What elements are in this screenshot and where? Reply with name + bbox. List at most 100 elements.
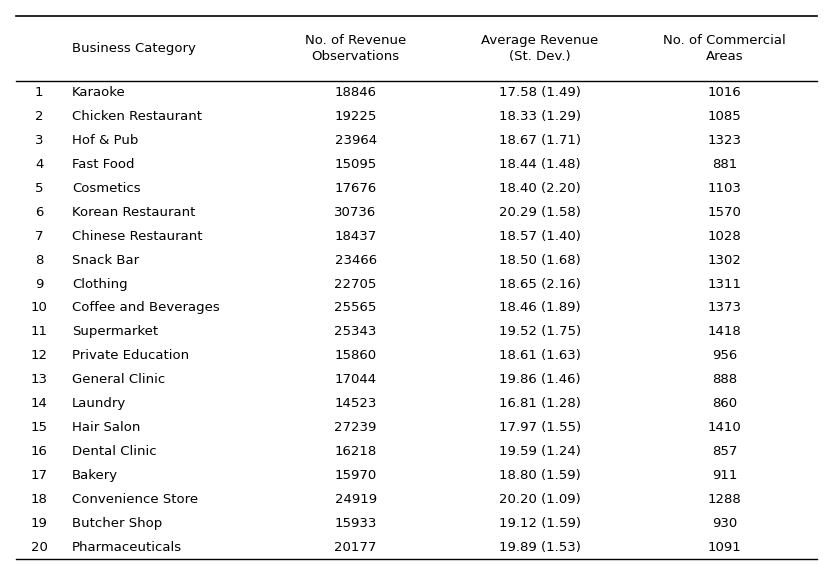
Text: 25565: 25565 [334, 302, 377, 315]
Text: Clothing: Clothing [72, 278, 127, 291]
Text: Cosmetics: Cosmetics [72, 182, 141, 195]
Text: Fast Food: Fast Food [72, 158, 134, 171]
Text: 20177: 20177 [334, 541, 377, 554]
Text: 4: 4 [35, 158, 43, 171]
Text: Average Revenue
(St. Dev.): Average Revenue (St. Dev.) [481, 34, 599, 63]
Text: 1570: 1570 [707, 206, 741, 218]
Text: 14523: 14523 [334, 397, 377, 410]
Text: 18.67 (1.71): 18.67 (1.71) [499, 134, 581, 147]
Text: 22705: 22705 [334, 278, 377, 291]
Text: 17676: 17676 [335, 182, 377, 195]
Text: Hair Salon: Hair Salon [72, 421, 140, 434]
Text: 1311: 1311 [707, 278, 741, 291]
Text: 16.81 (1.28): 16.81 (1.28) [499, 397, 581, 410]
Text: 8: 8 [35, 254, 43, 267]
Text: 1103: 1103 [707, 182, 741, 195]
Text: 15933: 15933 [334, 517, 377, 530]
Text: 19.89 (1.53): 19.89 (1.53) [499, 541, 581, 554]
Text: No. of Revenue
Observations: No. of Revenue Observations [305, 34, 407, 63]
Text: Laundry: Laundry [72, 397, 126, 410]
Text: 1302: 1302 [707, 254, 741, 267]
Text: 30736: 30736 [335, 206, 377, 218]
Text: 18.33 (1.29): 18.33 (1.29) [499, 110, 581, 123]
Text: 911: 911 [711, 469, 737, 482]
Text: 1028: 1028 [707, 230, 741, 242]
Text: 13: 13 [31, 373, 47, 386]
Text: 1: 1 [35, 86, 43, 99]
Text: 956: 956 [712, 349, 737, 362]
Text: Business Category: Business Category [72, 42, 196, 55]
Text: 2: 2 [35, 110, 43, 123]
Text: Convenience Store: Convenience Store [72, 493, 198, 506]
Text: 16218: 16218 [335, 445, 377, 458]
Text: 20.29 (1.58): 20.29 (1.58) [499, 206, 581, 218]
Text: 24919: 24919 [335, 493, 377, 506]
Text: Hof & Pub: Hof & Pub [72, 134, 138, 147]
Text: 1288: 1288 [707, 493, 741, 506]
Text: Private Education: Private Education [72, 349, 189, 362]
Text: 18.65 (2.16): 18.65 (2.16) [499, 278, 581, 291]
Text: 11: 11 [31, 325, 47, 339]
Text: 10: 10 [31, 302, 47, 315]
Text: 18.57 (1.40): 18.57 (1.40) [499, 230, 581, 242]
Text: Chinese Restaurant: Chinese Restaurant [72, 230, 202, 242]
Text: 18.50 (1.68): 18.50 (1.68) [499, 254, 581, 267]
Text: Coffee and Beverages: Coffee and Beverages [72, 302, 220, 315]
Text: 18.44 (1.48): 18.44 (1.48) [499, 158, 581, 171]
Text: 18: 18 [31, 493, 47, 506]
Text: No. of Commercial
Areas: No. of Commercial Areas [663, 34, 786, 63]
Text: 19.86 (1.46): 19.86 (1.46) [499, 373, 581, 386]
Text: 23964: 23964 [335, 134, 377, 147]
Text: 19.59 (1.24): 19.59 (1.24) [499, 445, 581, 458]
Text: 18.80 (1.59): 18.80 (1.59) [499, 469, 581, 482]
Text: Dental Clinic: Dental Clinic [72, 445, 157, 458]
Text: 17044: 17044 [335, 373, 377, 386]
Text: 19.12 (1.59): 19.12 (1.59) [499, 517, 581, 530]
Text: 27239: 27239 [334, 421, 377, 434]
Text: 1091: 1091 [707, 541, 741, 554]
Text: 18.61 (1.63): 18.61 (1.63) [499, 349, 581, 362]
Text: 18.40 (2.20): 18.40 (2.20) [499, 182, 581, 195]
Text: 888: 888 [712, 373, 737, 386]
Text: 6: 6 [35, 206, 43, 218]
Text: 3: 3 [35, 134, 43, 147]
Text: Pharmaceuticals: Pharmaceuticals [72, 541, 182, 554]
Text: Korean Restaurant: Korean Restaurant [72, 206, 195, 218]
Text: 25343: 25343 [334, 325, 377, 339]
Text: 20.20 (1.09): 20.20 (1.09) [499, 493, 581, 506]
Text: 18.46 (1.89): 18.46 (1.89) [499, 302, 581, 315]
Text: 5: 5 [35, 182, 43, 195]
Text: Karaoke: Karaoke [72, 86, 126, 99]
Text: 857: 857 [711, 445, 737, 458]
Text: Chicken Restaurant: Chicken Restaurant [72, 110, 202, 123]
Text: Supermarket: Supermarket [72, 325, 158, 339]
Text: 20: 20 [31, 541, 47, 554]
Text: 15095: 15095 [335, 158, 377, 171]
Text: 16: 16 [31, 445, 47, 458]
Text: 17.97 (1.55): 17.97 (1.55) [499, 421, 581, 434]
Text: Butcher Shop: Butcher Shop [72, 517, 162, 530]
Text: 19.52 (1.75): 19.52 (1.75) [499, 325, 581, 339]
Text: 1373: 1373 [707, 302, 741, 315]
Text: 18846: 18846 [335, 86, 377, 99]
Text: 860: 860 [712, 397, 737, 410]
Text: 15: 15 [31, 421, 47, 434]
Text: 1323: 1323 [707, 134, 741, 147]
Text: 7: 7 [35, 230, 43, 242]
Text: 17.58 (1.49): 17.58 (1.49) [499, 86, 581, 99]
Text: 1016: 1016 [707, 86, 741, 99]
Text: Snack Bar: Snack Bar [72, 254, 139, 267]
Text: 23466: 23466 [335, 254, 377, 267]
Text: 1085: 1085 [707, 110, 741, 123]
Text: 17: 17 [31, 469, 47, 482]
Text: 12: 12 [31, 349, 47, 362]
Text: 15970: 15970 [335, 469, 377, 482]
Text: 15860: 15860 [335, 349, 377, 362]
Text: 18437: 18437 [335, 230, 377, 242]
Text: 1410: 1410 [707, 421, 741, 434]
Text: 9: 9 [35, 278, 43, 291]
Text: 930: 930 [712, 517, 737, 530]
Text: 881: 881 [712, 158, 737, 171]
Text: Bakery: Bakery [72, 469, 118, 482]
Text: 1418: 1418 [707, 325, 741, 339]
